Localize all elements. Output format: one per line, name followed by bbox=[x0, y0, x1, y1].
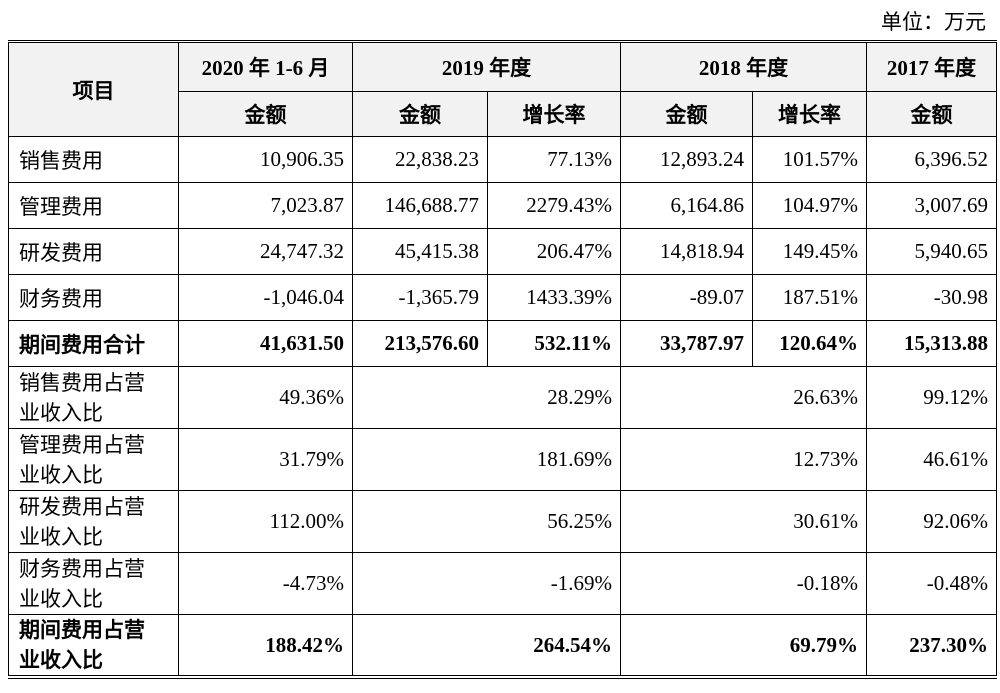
table-cell: 研发费用占营业收入比 bbox=[8, 490, 179, 553]
cell-text: 管理费用占营业收入比 bbox=[19, 432, 145, 487]
table-cell: 77.13% bbox=[487, 136, 621, 183]
table-cell: 财务费用占营业收入比 bbox=[8, 552, 179, 615]
table-cell: 31.79% bbox=[178, 428, 353, 491]
table-cell: 2018 年度 bbox=[620, 41, 867, 92]
header-row: 项目 2020 年 1-6 月 2019 年度 2018 年度 2017 年度 bbox=[8, 41, 997, 137]
table-cell: 5,940.65 bbox=[866, 228, 997, 275]
table-cell: 49.36% bbox=[178, 366, 353, 429]
table-cell: -1,046.04 bbox=[178, 274, 353, 321]
unit-note: 单位：万元 bbox=[881, 10, 986, 34]
header-row: 金额 金额 增长率 金额 增长率 金额 bbox=[9, 91, 997, 137]
table-cell: 管理费用占营业收入比 bbox=[8, 428, 179, 491]
cell-text: 期间费用占营业收入比 bbox=[19, 618, 145, 672]
data-row: 财务费用 -1,046.04 -1,365.79 1433.39% -89.07 187.… bbox=[8, 274, 997, 321]
table-cell: 金额 bbox=[866, 91, 997, 137]
table-cell: 管理费用 bbox=[8, 182, 179, 229]
table-cell: 22,838.23 bbox=[352, 136, 488, 183]
data-row: 销售费用 10,906.35 22,838.23 77.13% 12,893.24 101… bbox=[8, 136, 997, 183]
table-cell: 41,631.50 bbox=[178, 320, 353, 367]
table-cell: 30.61% bbox=[620, 490, 867, 553]
table-cell: 销售费用占营业收入比 bbox=[8, 366, 179, 429]
table-cell: 69.79% bbox=[620, 614, 867, 678]
table-cell: 92.06% bbox=[866, 490, 997, 553]
table-cell: 2019 年度 bbox=[352, 41, 621, 92]
table-cell: 104.97% bbox=[752, 182, 867, 229]
table-cell: 14,818.94 bbox=[620, 228, 753, 275]
ratio-row: 财务费用占营业收入比 -4.73% -1.69% -0.18% -0.48% bbox=[8, 552, 997, 615]
table-cell: 3,007.69 bbox=[866, 182, 997, 229]
table-cell: -1.69% bbox=[352, 552, 621, 615]
table-cell: 213,576.60 bbox=[352, 320, 488, 367]
table-cell: 532.11% bbox=[487, 320, 621, 367]
data-row: 研发费用 24,747.32 45,415.38 206.47% 14,818.94 14… bbox=[8, 228, 997, 275]
ratio-row: 管理费用占营业收入比 31.79% 181.69% 12.73% 46.61% bbox=[8, 428, 997, 491]
table-cell: 149.45% bbox=[752, 228, 867, 275]
table-cell: -0.48% bbox=[866, 552, 997, 615]
table-cell: 237.30% bbox=[866, 614, 997, 678]
cell-text: 销售费用占营业收入比 bbox=[19, 370, 145, 425]
table-cell: 金额 bbox=[352, 91, 488, 137]
table-cell: 146,688.77 bbox=[352, 182, 488, 229]
table-cell: 期间费用占营业收入比 bbox=[8, 614, 179, 678]
table-cell: 99.12% bbox=[866, 366, 997, 429]
ratio-row: 期间费用占营业收入比 188.42% 264.54% 69.79% 237.30% bbox=[8, 614, 997, 678]
table-cell: 6,396.52 bbox=[866, 136, 997, 183]
table-cell: -1,365.79 bbox=[352, 274, 488, 321]
table-cell: 增长率 bbox=[487, 91, 621, 137]
table-cell: 24,747.32 bbox=[178, 228, 353, 275]
table-cell: 金额 bbox=[178, 91, 353, 137]
table-cell: 1433.39% bbox=[487, 274, 621, 321]
table-cell: 112.00% bbox=[178, 490, 353, 553]
cell-text: 财务费用占营业收入比 bbox=[19, 556, 145, 611]
table-cell: 金额 bbox=[620, 91, 753, 137]
data-row: 管理费用 7,023.87 146,688.77 2279.43% 6,164.86 10… bbox=[8, 182, 997, 229]
table-cell: 264.54% bbox=[352, 614, 621, 678]
table-cell: -89.07 bbox=[620, 274, 753, 321]
table-cell: 期间费用合计 bbox=[8, 320, 179, 367]
table-cell: 187.51% bbox=[752, 274, 867, 321]
table-cell: 46.61% bbox=[866, 428, 997, 491]
table-cell: 2279.43% bbox=[487, 182, 621, 229]
table-cell: -0.18% bbox=[620, 552, 867, 615]
table-cell: 12,893.24 bbox=[620, 136, 753, 183]
table-cell: -4.73% bbox=[178, 552, 353, 615]
table-cell: 56.25% bbox=[352, 490, 621, 553]
table-cell: 12.73% bbox=[620, 428, 867, 491]
table-cell: 181.69% bbox=[352, 428, 621, 491]
table-cell: 财务费用 bbox=[8, 274, 179, 321]
table-cell: 101.57% bbox=[752, 136, 867, 183]
table-cell: 2017 年度 bbox=[866, 41, 997, 92]
table-cell: 120.64% bbox=[752, 320, 867, 367]
table-cell: 188.42% bbox=[178, 614, 353, 678]
cell-text: 研发费用占营业收入比 bbox=[19, 494, 145, 549]
ratio-row: 销售费用占营业收入比 49.36% 28.29% 26.63% 99.12% bbox=[8, 366, 997, 429]
table-cell: 206.47% bbox=[487, 228, 621, 275]
data-row: 期间费用合计 41,631.50 213,576.60 532.11% 33,787.9… bbox=[8, 320, 997, 367]
table-cell: 28.29% bbox=[352, 366, 621, 429]
table-cell: 6,164.86 bbox=[620, 182, 753, 229]
table-cell: 项目 bbox=[8, 41, 179, 137]
expense-table: 项目 2020 年 1-6 月 2019 年度 2018 年度 2017 年度 金额 金额增… bbox=[8, 40, 997, 679]
table-cell: 15,313.88 bbox=[866, 320, 997, 367]
table-cell: -30.98 bbox=[866, 274, 997, 321]
table-cell: 销售费用 bbox=[8, 136, 179, 183]
table-cell: 45,415.38 bbox=[352, 228, 488, 275]
table-cell: 26.63% bbox=[620, 366, 867, 429]
table-cell: 2020 年 1-6 月 bbox=[178, 41, 353, 92]
table-cell: 33,787.97 bbox=[620, 320, 753, 367]
table-cell: 7,023.87 bbox=[178, 182, 353, 229]
ratio-row: 研发费用占营业收入比 112.00% 56.25% 30.61% 92.06% bbox=[8, 490, 997, 553]
table-cell: 10,906.35 bbox=[178, 136, 353, 183]
table-cell: 研发费用 bbox=[8, 228, 179, 275]
table-cell: 增长率 bbox=[752, 91, 867, 137]
